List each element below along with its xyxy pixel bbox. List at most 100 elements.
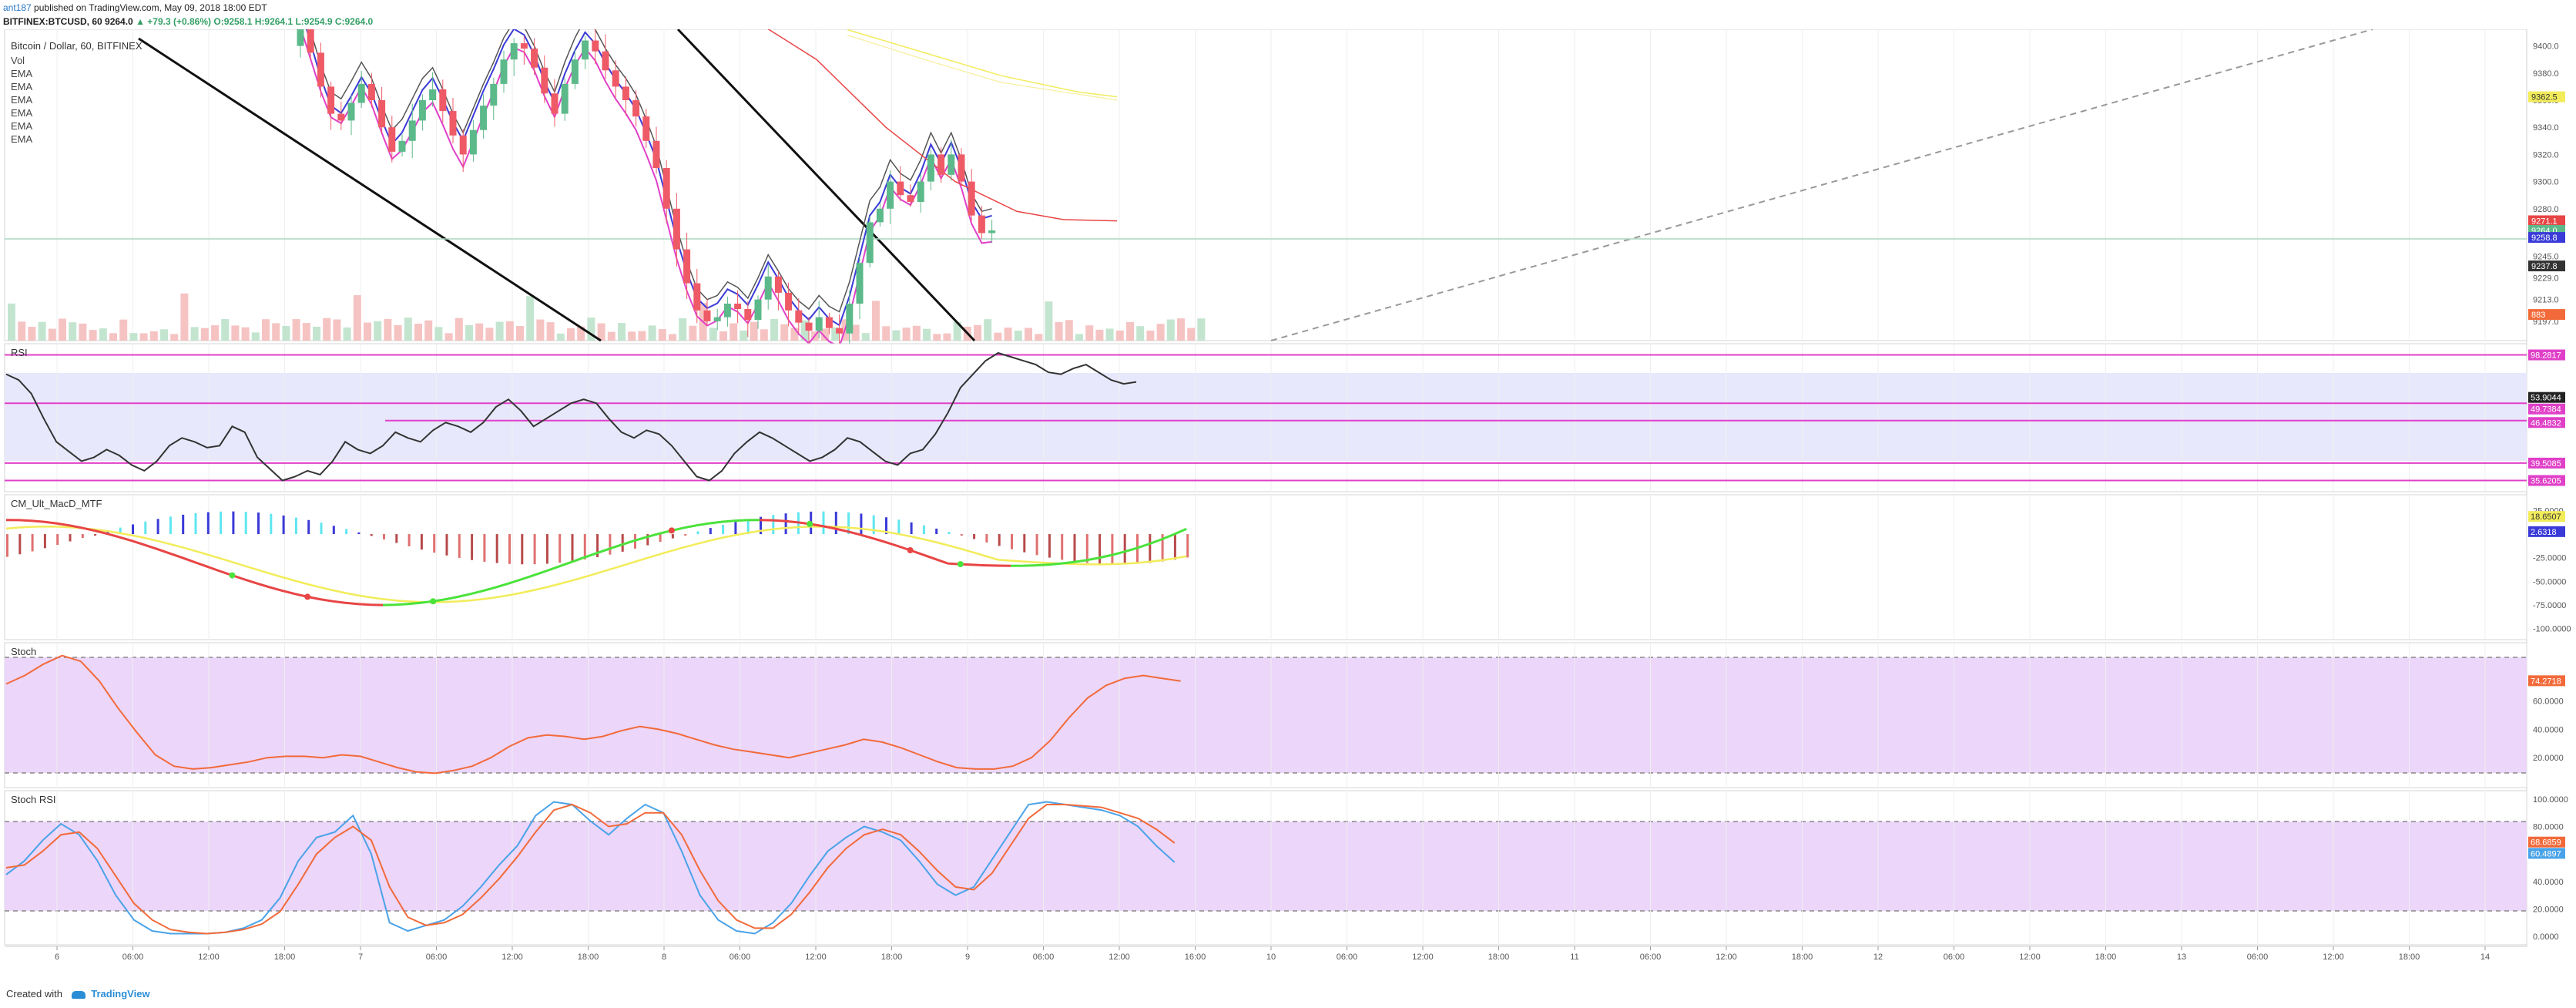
price-tick-label: 9380.0 — [2533, 69, 2559, 79]
candle — [449, 111, 457, 136]
macd-histogram-bar — [948, 532, 951, 535]
price-tick-label: 9300.0 — [2533, 178, 2559, 187]
volume-bar — [536, 319, 545, 341]
macd-histogram-bar — [433, 534, 436, 553]
candle — [968, 181, 975, 216]
stoch-pane[interactable]: Stoch 60.0000 40.0000 20.0000 74.2718 — [4, 642, 2565, 788]
price-pane[interactable]: Bitcoin / Dollar, 60, BITFINEX VolEMAEMA… — [4, 29, 2565, 946]
macd-histogram-bar — [69, 534, 72, 542]
candle — [825, 317, 833, 328]
macd-line — [5, 519, 384, 606]
macd-histogram-bar — [659, 534, 662, 543]
volume-bar — [1095, 329, 1104, 341]
volume-bar — [1115, 330, 1124, 341]
volume-bar — [1025, 328, 1032, 341]
macd-pane[interactable]: CM_Ult_MacD_MTF 25.0000-25.0000-50.0000-… — [4, 494, 2571, 640]
volume-bar — [1197, 318, 1206, 341]
macd-histogram-bar — [734, 522, 737, 535]
volume-bar — [1187, 328, 1196, 341]
macd-histogram-bar — [458, 534, 461, 558]
macd-histogram-bar — [709, 528, 712, 535]
volume-bar — [190, 327, 199, 341]
price-tick-label: 9340.0 — [2533, 123, 2559, 133]
macd-histogram-bar — [985, 534, 988, 543]
candle — [723, 304, 731, 318]
volume-bar — [1156, 324, 1165, 341]
candle — [602, 51, 609, 71]
macd-tick-label: -100.0000 — [2533, 625, 2571, 634]
ohlc-high: H:9264.1 — [254, 16, 293, 27]
candle — [958, 154, 965, 182]
stoch-tick-label: 20.0000 — [2533, 754, 2564, 763]
volume-bar — [1035, 334, 1043, 341]
tradingview-logo-icon — [71, 990, 86, 999]
candle — [520, 43, 528, 49]
stoch-rsi-d-line — [5, 803, 1176, 935]
volume-bar — [465, 324, 473, 341]
volume-bar — [200, 328, 209, 341]
macd-histogram-bar — [194, 512, 197, 535]
candle — [541, 67, 548, 94]
stoch-rsi-pane[interactable]: Stoch RSI 100.000080.000060.000040.00002… — [4, 790, 2568, 946]
rsi-value-marker — [2528, 349, 2565, 361]
volume-bar — [628, 331, 636, 341]
rsi-pane[interactable]: RSI 30.000098.281753.904449.738446.48323… — [4, 343, 2565, 512]
volume-bar — [1146, 330, 1155, 341]
legend-entry: EMA — [11, 81, 33, 92]
rsi-value-marker — [2528, 475, 2565, 486]
time-tick-label: 06:00 — [426, 953, 448, 962]
tradingview-link[interactable]: TradingView — [91, 988, 150, 1000]
macd-histogram-bar — [345, 529, 348, 535]
volume-bar — [1065, 320, 1073, 341]
macd-line — [382, 519, 760, 606]
macd-histogram-bar — [408, 534, 411, 546]
candle — [571, 59, 579, 84]
time-tick-label: 12:00 — [2019, 953, 2041, 962]
volume-bar — [719, 331, 727, 341]
volume-bar — [211, 325, 219, 341]
macd-histogram-bar — [119, 527, 122, 535]
rsi-value-label: 35.6205 — [2531, 476, 2561, 486]
price-tick-label: 9280.0 — [2533, 205, 2559, 214]
candle — [459, 135, 467, 155]
trendline-left[interactable] — [138, 37, 602, 342]
candle — [347, 102, 355, 121]
rsi-value-label: 49.7384 — [2531, 405, 2561, 415]
rsi-value-label: 39.5085 — [2531, 459, 2561, 469]
time-tick-label: 12:00 — [1412, 953, 1434, 962]
macd-histogram-bar — [395, 534, 398, 543]
volume-bar — [99, 328, 107, 341]
candle — [907, 195, 914, 202]
projection-line[interactable] — [1270, 29, 2373, 341]
candle — [876, 208, 884, 223]
volume-bar — [679, 318, 687, 341]
author-link[interactable]: ant187 — [3, 2, 32, 13]
macd-histogram-bar — [169, 516, 172, 535]
volume-bar — [1014, 331, 1022, 341]
volume-bar — [109, 333, 117, 341]
legend-entry: EMA — [11, 94, 33, 106]
macd-histogram-bar — [94, 534, 97, 536]
candle — [927, 154, 934, 182]
time-axis[interactable]: 6 06:00 12:00 18:00 7 06:00 12:00 18:00 8 06:00 12… — [5, 946, 2527, 962]
time-tick-label: 13 — [2177, 953, 2186, 962]
candle — [307, 29, 314, 53]
trading-chart[interactable]: Bitcoin / Dollar, 60, BITFINEX VolEMAEMA… — [0, 29, 2576, 1008]
volume-bar — [434, 327, 443, 341]
macd-histogram-bar — [609, 534, 612, 555]
stoch-rsi-value-marker — [2528, 836, 2565, 848]
volume-bar — [669, 334, 676, 341]
volume-bar — [689, 325, 697, 341]
candle — [378, 100, 386, 128]
macd-histogram-bar — [671, 534, 674, 539]
volume-bar — [943, 333, 951, 341]
volume-bar — [1085, 325, 1094, 341]
macd-value-label: 18.6507 — [2531, 512, 2561, 522]
candle — [764, 276, 772, 300]
macd-cross-dot — [668, 527, 675, 534]
time-tick-label: 11 — [1570, 953, 1578, 962]
macd-histogram-bar — [784, 513, 787, 535]
rsi-value-label: 53.9044 — [2531, 394, 2561, 403]
trendline-right[interactable] — [676, 29, 976, 342]
ohlc-close: C:9264.0 — [334, 16, 374, 27]
